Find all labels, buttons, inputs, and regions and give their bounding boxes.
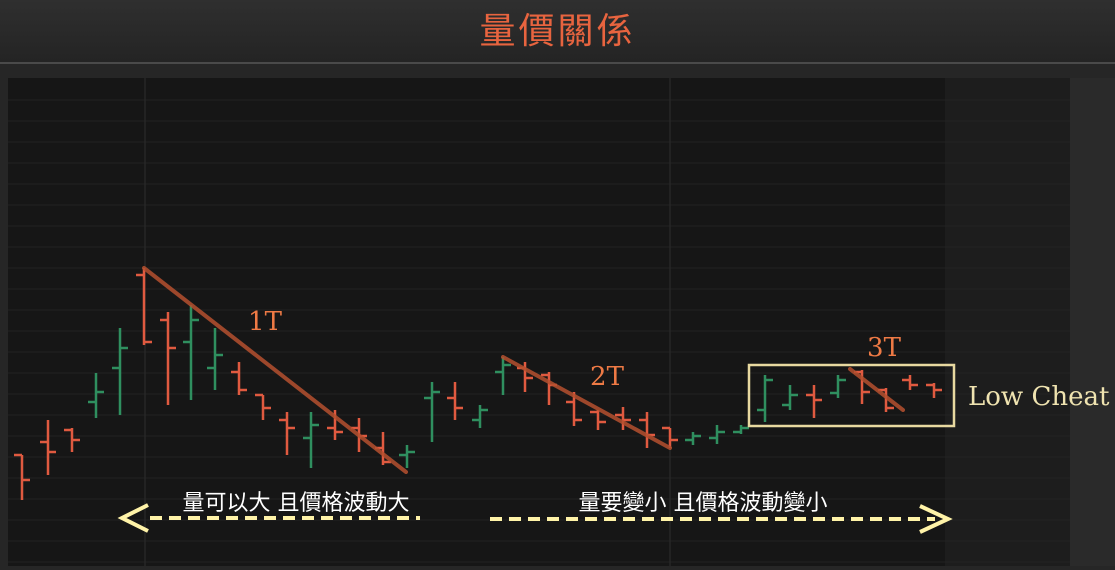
chart-grid: [8, 78, 1070, 566]
ohlc-bar: [495, 357, 511, 395]
low-cheat-box: [747, 363, 956, 428]
ohlc-bar: [112, 328, 128, 415]
trendline-label: 2T: [590, 362, 625, 392]
low-cheat-label: Low Cheat: [968, 382, 1110, 412]
trendline: [501, 355, 672, 450]
ohlc-bar: [926, 383, 942, 398]
chart-right-margin: [1070, 78, 1115, 566]
ohlc-bar: [64, 428, 80, 452]
ohlc-bar: [757, 375, 773, 422]
trendline-label: 1T: [248, 307, 283, 337]
page-title: 量價關係: [479, 11, 636, 52]
ohlc-bar: [136, 268, 152, 345]
left-arrow-head: [117, 503, 149, 533]
ohlc-bar: [231, 362, 247, 395]
chart-trendlines: [142, 266, 905, 474]
right-note: 量要變小 且價格波動變小: [579, 491, 828, 516]
ohlc-bar: [14, 453, 30, 500]
chart-plot-area: [8, 78, 1070, 566]
ohlc-bar: [472, 405, 488, 428]
ohlc-bar: [733, 425, 749, 434]
ohlc-bar: [709, 425, 725, 444]
ohlc-bar: [88, 373, 104, 418]
ohlc-bar: [615, 407, 631, 430]
chart-right-shade: [945, 78, 1070, 566]
trendline: [142, 266, 408, 474]
header-divider: [0, 62, 1115, 64]
ohlc-bar: [424, 382, 440, 442]
ohlc-bar: [590, 410, 606, 430]
ohlc-bar: [902, 375, 918, 390]
ohlc-bar: [806, 385, 822, 418]
ohlc-bar: [183, 305, 199, 400]
ohlc-bar: [662, 426, 678, 448]
ohlc-bar: [160, 312, 176, 405]
ohlc-bar: [782, 385, 798, 410]
ohlc-bar: [40, 420, 56, 475]
chart-bars: [14, 268, 942, 500]
ohlc-bar: [685, 432, 701, 445]
trendline-label: 3T: [867, 333, 902, 363]
chart-annotation-labels: 1T 2T 3T: [248, 307, 902, 392]
ohlc-bar: [279, 412, 295, 455]
header-bar: 量價關係: [0, 0, 1115, 62]
ohlc-bar: [255, 393, 271, 420]
ohlc-bar: [207, 328, 223, 390]
right-arrow-head: [919, 504, 953, 534]
ohlc-bar: [830, 375, 846, 398]
ohlc-bar: [303, 412, 319, 468]
ohlc-bar: [447, 382, 463, 420]
left-note: 量可以大 且價格波動大: [183, 491, 410, 516]
ohlc-bar: [399, 445, 415, 468]
trendline: [848, 367, 905, 412]
